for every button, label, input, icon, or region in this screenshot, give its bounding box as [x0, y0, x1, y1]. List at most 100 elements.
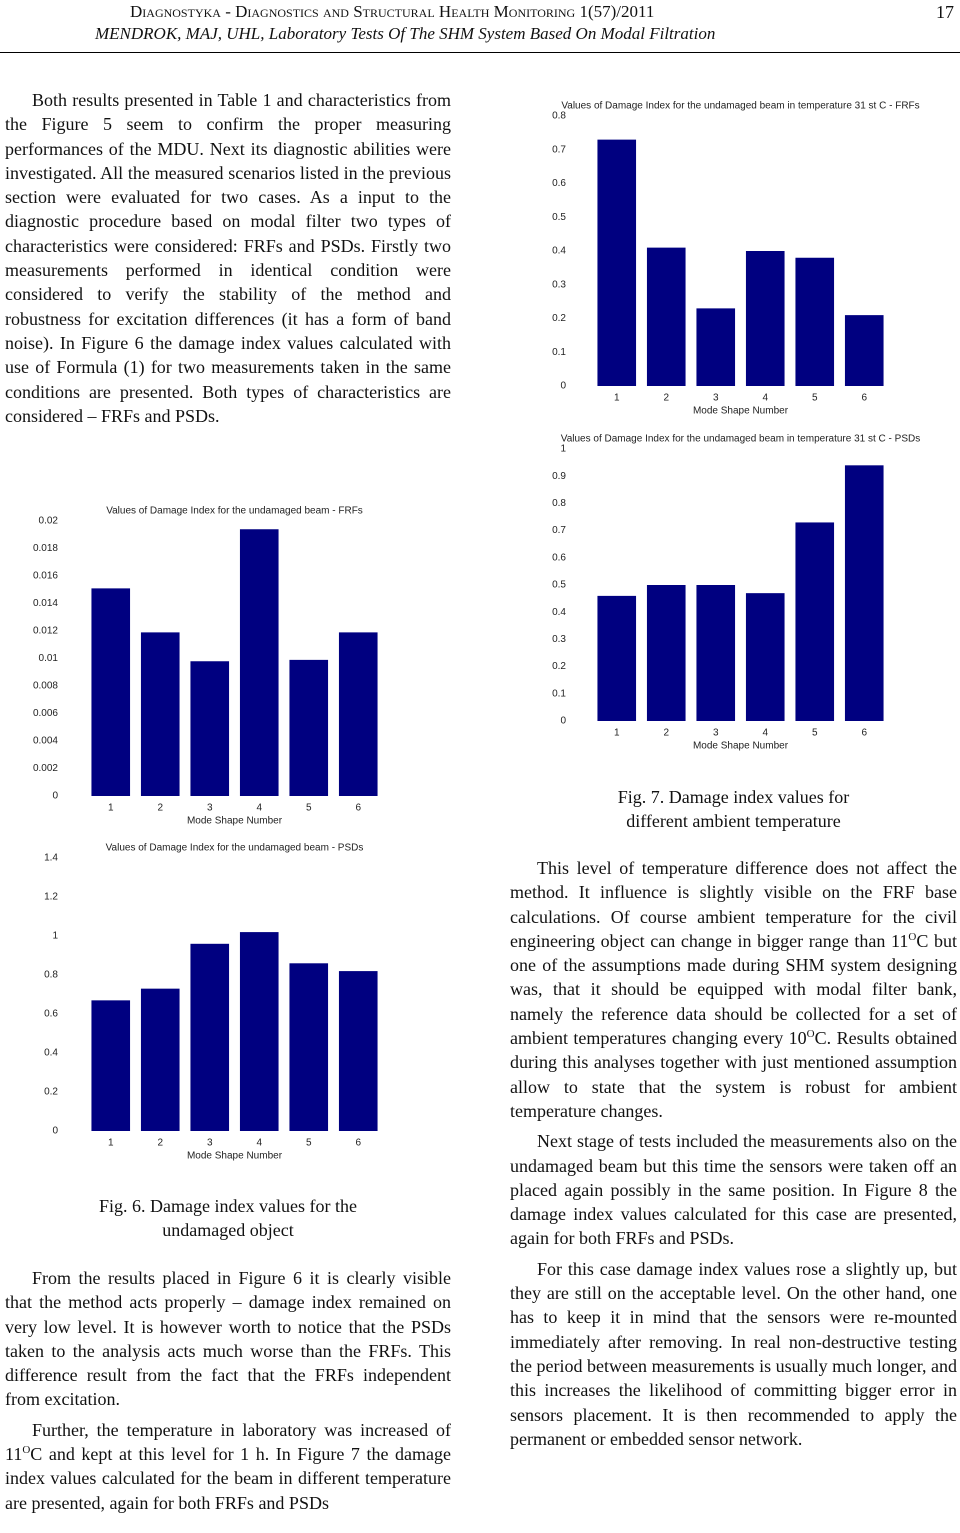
x-tick-label: 2 — [157, 1138, 163, 1149]
bar — [597, 139, 637, 386]
text-run: Both results presented in Table 1 and ch… — [5, 90, 451, 426]
y-tick-label: 0.012 — [33, 626, 58, 637]
x-tick-label: 3 — [713, 728, 719, 739]
y-tick-label: 0.4 — [552, 246, 566, 257]
y-tick-label: 0.6 — [44, 1009, 58, 1020]
text-run: From the results placed in Figure 6 it i… — [5, 1268, 451, 1410]
x-tick-label: 6 — [355, 1138, 361, 1149]
bar — [646, 247, 686, 386]
x-tick-label: 5 — [306, 1138, 312, 1149]
bar — [844, 315, 884, 386]
y-tick-label: 1.4 — [44, 853, 58, 864]
x-axis-label: Mode Shape Number — [187, 816, 283, 827]
text-run: C and kept at this level for 1 h. In Fig… — [5, 1444, 451, 1513]
text-run: For this case damage index values rose a… — [510, 1258, 957, 1449]
x-tick-label: 1 — [108, 803, 114, 814]
bar-chart: Values of Damage Index for the undamaged… — [44, 843, 378, 1162]
x-tick-label: 2 — [157, 803, 163, 814]
y-tick-label: 0.002 — [33, 763, 58, 774]
y-tick-label: 0.1 — [552, 688, 566, 699]
bar-chart: Values of Damage Index for the undamaged… — [552, 101, 920, 417]
text-run: C but one of the assumptions made during… — [510, 930, 958, 1049]
text-run: This level of temperature difference doe… — [510, 858, 957, 951]
y-tick-label: 0.004 — [33, 736, 58, 747]
chart-title: Values of Damage Index for the undamaged… — [561, 434, 920, 445]
left-intro: Both results presented in Table 1 and ch… — [5, 88, 451, 434]
journal-title: Diagnostyka - Diagnostics and Structural… — [130, 2, 655, 21]
x-tick-label: 3 — [713, 393, 719, 404]
bar-chart: Values of Damage Index for the undamaged… — [33, 506, 378, 827]
y-tick-label: 0.5 — [552, 212, 566, 223]
paragraph: Both results presented in Table 1 and ch… — [5, 88, 451, 428]
paragraph: Next stage of tests included the measure… — [510, 1129, 957, 1250]
bar-chart: Values of Damage Index for the undamaged… — [552, 434, 920, 752]
bar — [140, 632, 180, 796]
bar — [239, 932, 279, 1131]
superscript: O — [908, 930, 917, 943]
bar — [289, 963, 329, 1131]
bar — [597, 595, 637, 721]
x-tick-label: 6 — [861, 393, 867, 404]
x-tick-label: 1 — [614, 728, 620, 739]
text-run: Next stage of tests included the measure… — [510, 1131, 957, 1249]
paragraph: This level of temperature difference doe… — [510, 856, 957, 1123]
bar — [795, 257, 835, 386]
bar — [844, 465, 884, 721]
y-tick-label: 0.2 — [44, 1087, 58, 1098]
bar — [91, 588, 131, 796]
y-tick-label: 0.6 — [552, 178, 566, 189]
y-tick-label: 0.3 — [552, 634, 566, 645]
y-tick-label: 0 — [560, 716, 566, 727]
bar — [190, 943, 230, 1131]
y-tick-label: 0 — [52, 1126, 58, 1137]
x-tick-label: 1 — [614, 393, 620, 404]
paragraph: For this case damage index values rose a… — [510, 1257, 957, 1451]
page-number: 17 — [936, 2, 954, 22]
x-tick-label: 5 — [812, 728, 818, 739]
x-tick-label: 2 — [663, 728, 669, 739]
bar — [745, 251, 785, 386]
right-text: This level of temperature difference doe… — [510, 856, 957, 1457]
y-tick-label: 0.006 — [33, 708, 58, 719]
bar — [795, 522, 835, 721]
bar — [140, 988, 180, 1131]
x-tick-label: 2 — [663, 393, 669, 404]
y-tick-label: 0.014 — [33, 598, 58, 609]
text-run: C. Results obtained during this analyses… — [510, 1028, 958, 1121]
y-tick-label: 0.1 — [552, 347, 566, 358]
x-tick-label: 4 — [762, 393, 768, 404]
y-tick-label: 0.4 — [44, 1048, 58, 1059]
bar — [190, 661, 230, 796]
y-tick-label: 0.9 — [552, 471, 566, 482]
x-axis-label: Mode Shape Number — [693, 741, 789, 752]
y-tick-label: 0.016 — [33, 571, 58, 582]
chart-title: Values of Damage Index for the undamaged… — [106, 506, 363, 517]
superscript: O — [806, 1028, 815, 1041]
y-tick-label: 0.6 — [552, 552, 566, 563]
chart-title: Values of Damage Index for the undamaged… — [106, 843, 364, 854]
x-tick-label: 5 — [306, 803, 312, 814]
running-head: MENDROK, MAJ, UHL, Laboratory Tests Of T… — [95, 24, 716, 43]
bar — [696, 308, 736, 386]
x-tick-label: 6 — [861, 728, 867, 739]
y-tick-label: 1 — [560, 444, 566, 455]
bar — [745, 593, 785, 721]
text-run: Further, the temperature in laboratory w… — [5, 1419, 451, 1465]
y-tick-label: 1 — [52, 931, 58, 942]
y-tick-label: 0.7 — [552, 144, 566, 155]
y-tick-label: 0.8 — [552, 498, 566, 509]
y-tick-label: 0.4 — [552, 607, 566, 618]
bar — [338, 632, 378, 796]
y-tick-label: 0.018 — [33, 543, 58, 554]
figure-caption: Fig. 7. Damage index values for differen… — [617, 787, 850, 831]
superscript: O — [22, 1444, 31, 1457]
y-tick-label: 1.2 — [44, 892, 58, 903]
x-axis-label: Mode Shape Number — [693, 406, 789, 417]
x-tick-label: 3 — [207, 803, 213, 814]
bar — [91, 1000, 131, 1131]
bar — [289, 659, 329, 796]
bar — [646, 585, 686, 721]
x-axis-label: Mode Shape Number — [187, 1151, 283, 1162]
